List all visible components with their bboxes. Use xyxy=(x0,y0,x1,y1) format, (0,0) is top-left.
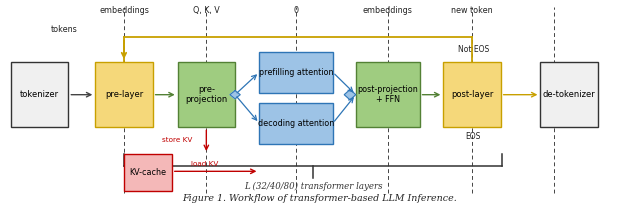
Text: 0: 0 xyxy=(294,6,299,15)
FancyBboxPatch shape xyxy=(356,62,420,127)
Text: KV-cache: KV-cache xyxy=(129,168,166,177)
Text: pre-
projection: pre- projection xyxy=(185,85,227,104)
Text: load KV: load KV xyxy=(191,161,219,167)
Text: post-projection
+ FFN: post-projection + FFN xyxy=(357,85,418,104)
Text: embeddings: embeddings xyxy=(99,6,149,15)
FancyBboxPatch shape xyxy=(124,154,172,191)
Text: tokenizer: tokenizer xyxy=(20,90,60,99)
Text: post-layer: post-layer xyxy=(451,90,493,99)
Text: Q, K, V: Q, K, V xyxy=(193,6,220,15)
Text: de-tokenizer: de-tokenizer xyxy=(543,90,595,99)
FancyBboxPatch shape xyxy=(540,62,598,127)
FancyBboxPatch shape xyxy=(444,62,500,127)
Text: pre-layer: pre-layer xyxy=(105,90,143,99)
Text: prefilling attention: prefilling attention xyxy=(259,68,333,77)
FancyBboxPatch shape xyxy=(177,62,235,127)
FancyBboxPatch shape xyxy=(259,52,333,93)
Text: store KV: store KV xyxy=(163,137,193,143)
Text: new token: new token xyxy=(451,6,493,15)
Text: EOS: EOS xyxy=(465,132,481,141)
Text: Figure 1. Workflow of transformer-based LLM Inference.: Figure 1. Workflow of transformer-based … xyxy=(182,194,458,203)
FancyBboxPatch shape xyxy=(95,62,153,127)
Text: L (32/40/80) transformer layers: L (32/40/80) transformer layers xyxy=(244,181,382,191)
FancyBboxPatch shape xyxy=(11,62,68,127)
Polygon shape xyxy=(230,91,240,99)
Polygon shape xyxy=(344,90,356,100)
Text: embeddings: embeddings xyxy=(363,6,413,15)
Text: tokens: tokens xyxy=(51,25,78,34)
Text: Not EOS: Not EOS xyxy=(458,45,489,54)
Text: decoding attention: decoding attention xyxy=(258,119,334,128)
FancyBboxPatch shape xyxy=(259,103,333,144)
